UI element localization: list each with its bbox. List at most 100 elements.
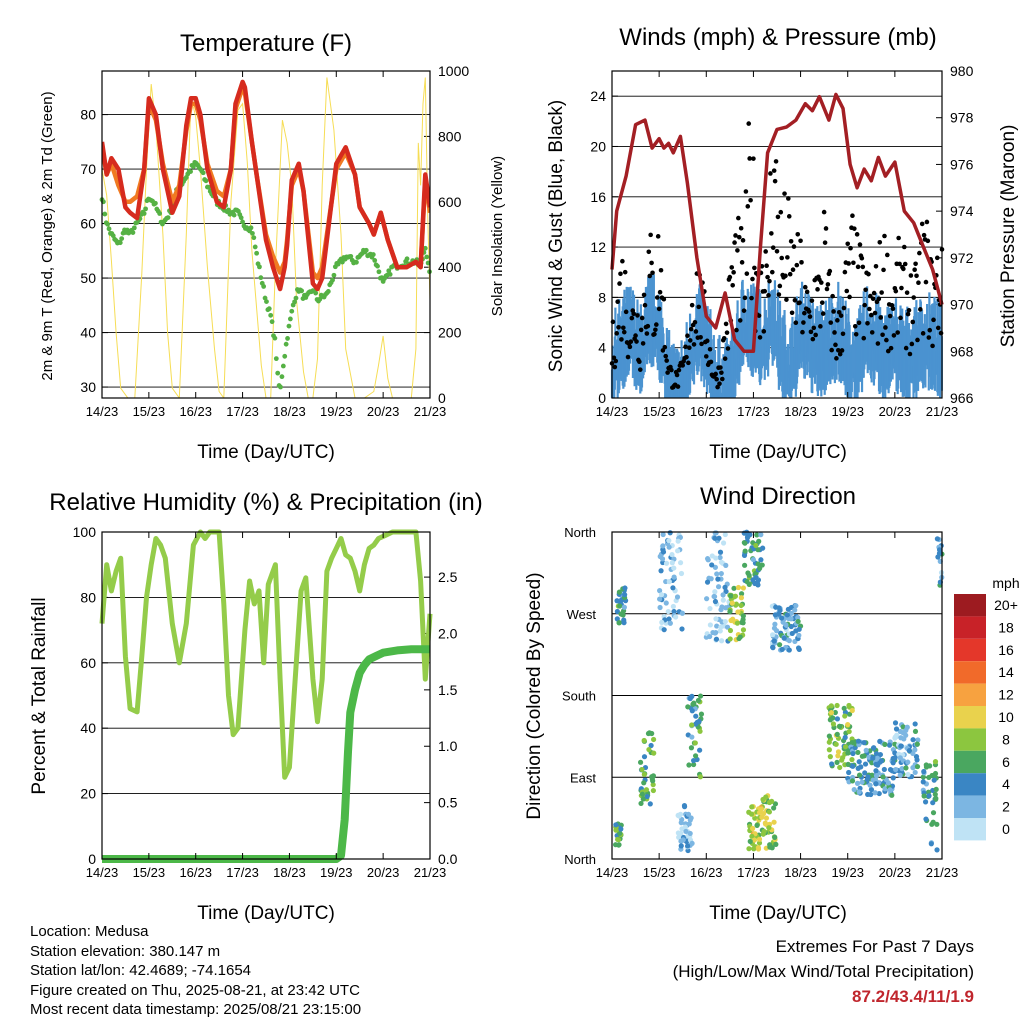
gust-point <box>877 239 883 245</box>
direction-point <box>855 738 862 744</box>
gust-point <box>663 353 669 359</box>
gust-point <box>901 244 907 250</box>
direction-point <box>650 787 656 794</box>
gust-point <box>902 261 908 267</box>
direction-point <box>707 633 713 640</box>
colorbar-swatch <box>954 594 986 617</box>
direction-point <box>677 534 683 540</box>
colorbar-label: 16 <box>998 642 1014 658</box>
gust-point <box>808 329 814 335</box>
gust-point <box>653 327 658 333</box>
y-tick-label: 4 <box>598 340 606 356</box>
dewpoint-point <box>102 211 108 217</box>
gust-point <box>783 273 788 279</box>
gust-point <box>885 252 890 258</box>
winds-plot: 0 4 8 12 16 20 24 966 968 970 972 974 976 978 980 14/23… <box>590 63 973 419</box>
direction-point <box>749 833 755 839</box>
x-tick-label: 20/23 <box>367 865 400 880</box>
dewpoint-point <box>258 275 264 281</box>
gust-point <box>640 341 646 346</box>
dewpoint-point <box>153 200 158 206</box>
dewpoint-point <box>330 277 335 283</box>
direction-point <box>720 592 726 598</box>
direction-point <box>786 638 792 644</box>
gust-point <box>646 249 652 255</box>
direction-point <box>923 816 929 822</box>
direction-point <box>695 697 702 704</box>
station-location: Location: Medusa <box>30 923 149 940</box>
direction-point <box>618 611 624 617</box>
dewpoint-point <box>370 252 376 257</box>
humidity-plot: 0 20 40 60 80 100 0.0 0.5 1.0 1.5 2.0 2.5 14/23 15/23… <box>73 524 458 880</box>
direction-point <box>933 786 939 792</box>
direction-point <box>789 630 795 637</box>
gust-point <box>846 261 851 266</box>
direction-point <box>683 828 689 835</box>
dewpoint-point <box>268 312 274 318</box>
direction-point <box>727 609 733 615</box>
gust-point <box>642 302 648 308</box>
gust-point <box>925 238 931 244</box>
direction-point <box>934 847 940 853</box>
y2-tick-label: 600 <box>438 194 462 210</box>
gust-point <box>687 338 693 343</box>
y-tick-label: West <box>567 607 597 622</box>
gust-point <box>847 294 852 300</box>
gust-point <box>824 286 830 292</box>
direction-point <box>677 811 684 817</box>
colorbar-swatch <box>954 728 986 751</box>
y-tick-label: 80 <box>80 589 96 605</box>
direction-point <box>660 531 666 538</box>
gust-point <box>674 372 680 378</box>
rh-line <box>99 529 433 780</box>
gust-point <box>739 260 745 265</box>
dewpoint-point <box>348 253 354 259</box>
gust-point <box>685 333 690 339</box>
gust-point <box>844 288 850 294</box>
gust-point <box>715 384 720 390</box>
direction-point <box>748 811 755 817</box>
x-tick-label: 15/23 <box>133 404 166 419</box>
direction-point <box>724 624 731 630</box>
gust-point <box>773 159 779 164</box>
direction-point <box>859 779 865 785</box>
temperature-xlabel: Time (Day/UTC) <box>197 442 335 463</box>
direction-point <box>685 704 691 710</box>
direction-point <box>723 562 729 568</box>
direction-point <box>788 616 794 622</box>
dewpoint-point <box>269 319 275 325</box>
x-tick-label: 18/23 <box>273 404 306 419</box>
dewpoint-point <box>165 215 171 221</box>
dewpoint-point <box>283 341 289 347</box>
y2-tick-label: 0.5 <box>438 795 458 811</box>
gust-point <box>784 297 789 302</box>
gust-point <box>778 209 784 215</box>
direction-point <box>910 764 916 771</box>
extremes-title: Extremes For Past 7 Days <box>775 937 974 956</box>
plot-frame <box>101 70 431 399</box>
gust-point <box>619 337 624 342</box>
colorbar-label: 6 <box>1002 754 1010 770</box>
gust-point <box>752 265 757 271</box>
gust-point <box>713 371 719 377</box>
extremes-values: 87.2/43.4/11/1.9 <box>852 987 974 1006</box>
gust-point <box>930 343 935 349</box>
direction-point <box>920 774 926 780</box>
direction-point <box>856 759 862 765</box>
gust-point <box>836 309 842 315</box>
direction-point <box>763 815 770 821</box>
gust-point <box>733 233 738 238</box>
direction-point <box>749 804 755 810</box>
gust-point <box>926 335 932 340</box>
direction-point <box>792 607 798 613</box>
direction-point <box>720 597 726 603</box>
direction-point <box>855 749 861 756</box>
direction-point <box>690 701 696 707</box>
colorbar-swatch <box>954 795 986 818</box>
y2-tick-label: 966 <box>950 390 974 406</box>
y-tick-label: 0 <box>88 851 96 867</box>
direction-point <box>757 565 763 571</box>
direction-point <box>923 764 930 770</box>
gust-point <box>635 313 640 318</box>
